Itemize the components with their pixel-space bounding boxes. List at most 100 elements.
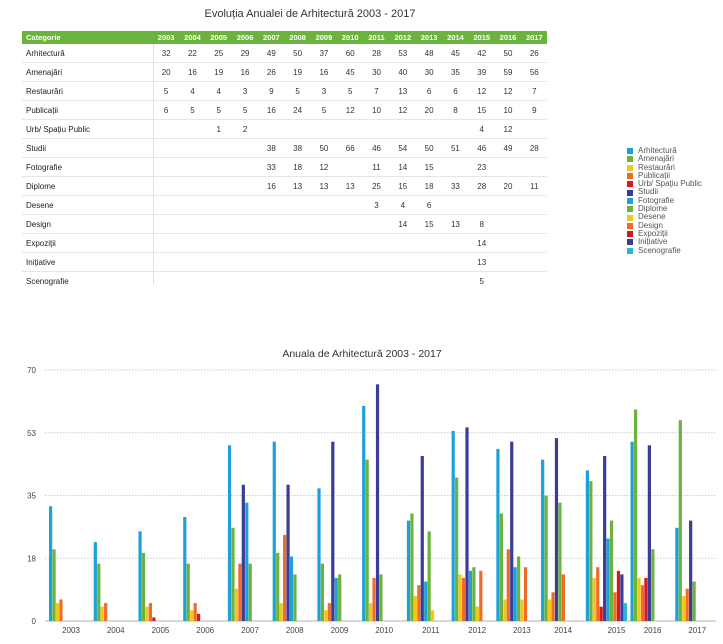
table-cell [179, 119, 206, 139]
bar-expozitii-2015 [616, 570, 621, 621]
table-cell: 46 [363, 138, 390, 158]
table-row: Urb/ Spațiu Public 1 2 4 12 [22, 119, 548, 139]
table-cell [310, 233, 338, 253]
legend-label: Arhitectură [638, 146, 677, 155]
table-cell [521, 195, 548, 215]
table-cell [442, 233, 469, 253]
table-cell [494, 214, 522, 234]
table-cell: 10 [363, 100, 390, 120]
table-cell [495, 272, 521, 291]
table-cell: 59 [494, 62, 522, 82]
row-category-label: Diplome [22, 176, 153, 196]
table-cell: 37 [310, 44, 338, 63]
table-cell [179, 195, 206, 215]
table-cell [179, 176, 206, 196]
table-cell: 5 [479, 276, 484, 286]
chart-title: Anuala de Arhitectură 2003 - 2017 [282, 348, 442, 360]
table-cell: 54 [389, 138, 416, 158]
table-cell [205, 138, 232, 158]
year-column-header: 2016 [494, 31, 522, 44]
x-tick-label: 2007 [241, 626, 259, 635]
bar-restaurari-2009 [324, 610, 328, 621]
table-cell: 13 [389, 81, 416, 101]
table-cell [284, 214, 311, 234]
x-tick-label: 2015 [608, 626, 626, 635]
table-cell [337, 272, 363, 291]
bar-initiative-2015 [620, 574, 624, 621]
legend-swatch [627, 247, 633, 254]
bar-amenajari-2007 [231, 527, 235, 621]
table-cell: 4 [179, 81, 206, 101]
table-cell: 6 [415, 81, 443, 101]
x-tick-label: 2014 [554, 626, 572, 635]
table-cell [337, 119, 364, 139]
table-cell: 16 [231, 62, 259, 82]
row-category-label: Scenografie [26, 276, 69, 286]
legend-item-urb-spatiu-public: Urb/ Spațiu Public [627, 179, 702, 188]
table-row: Inițiative 13 [22, 252, 548, 272]
bar-publicatii-2003 [59, 599, 63, 621]
table-cell: 1 [205, 119, 232, 139]
bar-arhitectura-2011 [406, 520, 411, 621]
bar-studii-2014 [554, 438, 559, 621]
table-row: Studii 38 38 50 66 46 54 50 51 46 49 28 [22, 138, 548, 158]
year-column-header: 2011 [363, 31, 390, 44]
legend-item-fotografie: Fotografie [627, 196, 702, 205]
row-category-label: Design [22, 214, 153, 234]
table-cell: 13 [442, 214, 469, 234]
legend-item-diplome: Diplome [627, 204, 702, 213]
table-cell: 28 [521, 138, 548, 158]
table-row: Design 14 15 13 8 [22, 214, 548, 234]
table-cell: 4 [389, 195, 416, 215]
bar-amenajari-2016 [633, 409, 638, 621]
bar-restaurari-2017 [682, 595, 686, 621]
table-cell [390, 272, 416, 291]
bar-studii-2012 [465, 427, 469, 621]
bar-arhitectura-2014 [541, 459, 545, 621]
bar-publicatii-2006 [193, 603, 197, 621]
table-cell: 2 [231, 119, 259, 139]
bar-amenajari-2004 [97, 563, 101, 621]
table-cell: 24 [284, 100, 311, 120]
table-cell: 50 [494, 44, 522, 63]
table-cell: 15 [415, 214, 443, 234]
table-cell: 13 [310, 176, 338, 196]
table-cell: 12 [389, 100, 416, 120]
legend-item-desene: Desene [627, 213, 702, 221]
bar-urb-spatiu-public-2015 [599, 606, 603, 621]
legend-swatch [627, 231, 633, 238]
table-cell [205, 252, 232, 272]
table-cell: 15 [389, 176, 416, 196]
table-cell [389, 233, 416, 253]
table-cell [232, 272, 258, 291]
table-row: Restaurări 5 4 4 3 9 5 3 5 7 13 6 6 12 12 7 [22, 81, 548, 101]
table-row: Fotografie 33 18 12 11 14 15 23 [22, 157, 548, 177]
x-tick-label: 2010 [375, 626, 393, 635]
bar-diplome-2017 [692, 581, 696, 621]
bar-publicatii-2005 [148, 603, 153, 621]
bar-urb-spatiu-public-2006 [197, 613, 201, 621]
table-cell [258, 272, 284, 291]
table-cell: 38 [258, 138, 285, 158]
legend-item-initiative: Inițiative [627, 237, 702, 246]
table-cell [494, 157, 522, 177]
year-column-header: 2004 [179, 31, 206, 44]
x-tick-label: 2005 [152, 626, 170, 635]
table-cell: 6 [153, 100, 180, 120]
table-cell: 13 [284, 176, 311, 196]
table-cell: 16 [258, 176, 285, 196]
table-cell [231, 233, 259, 253]
year-column-header: 2017 [521, 31, 548, 44]
y-axis-ticks: 0 18 35 53 70 [27, 366, 36, 626]
table-cell [494, 252, 522, 272]
table-cell: 51 [442, 138, 469, 158]
table-cell [258, 119, 285, 139]
bar-fotografie-2011 [424, 581, 428, 621]
bar-publicatii-2017 [685, 588, 689, 621]
table-cell [311, 272, 337, 291]
table-cell: 33 [258, 157, 285, 177]
row-category-label: Expoziții [22, 233, 153, 253]
table-cell [284, 272, 310, 291]
chart-legend: Arhitectură Amenajări Restaurări Publicații… [627, 146, 702, 255]
table-cell: 9 [258, 81, 285, 101]
